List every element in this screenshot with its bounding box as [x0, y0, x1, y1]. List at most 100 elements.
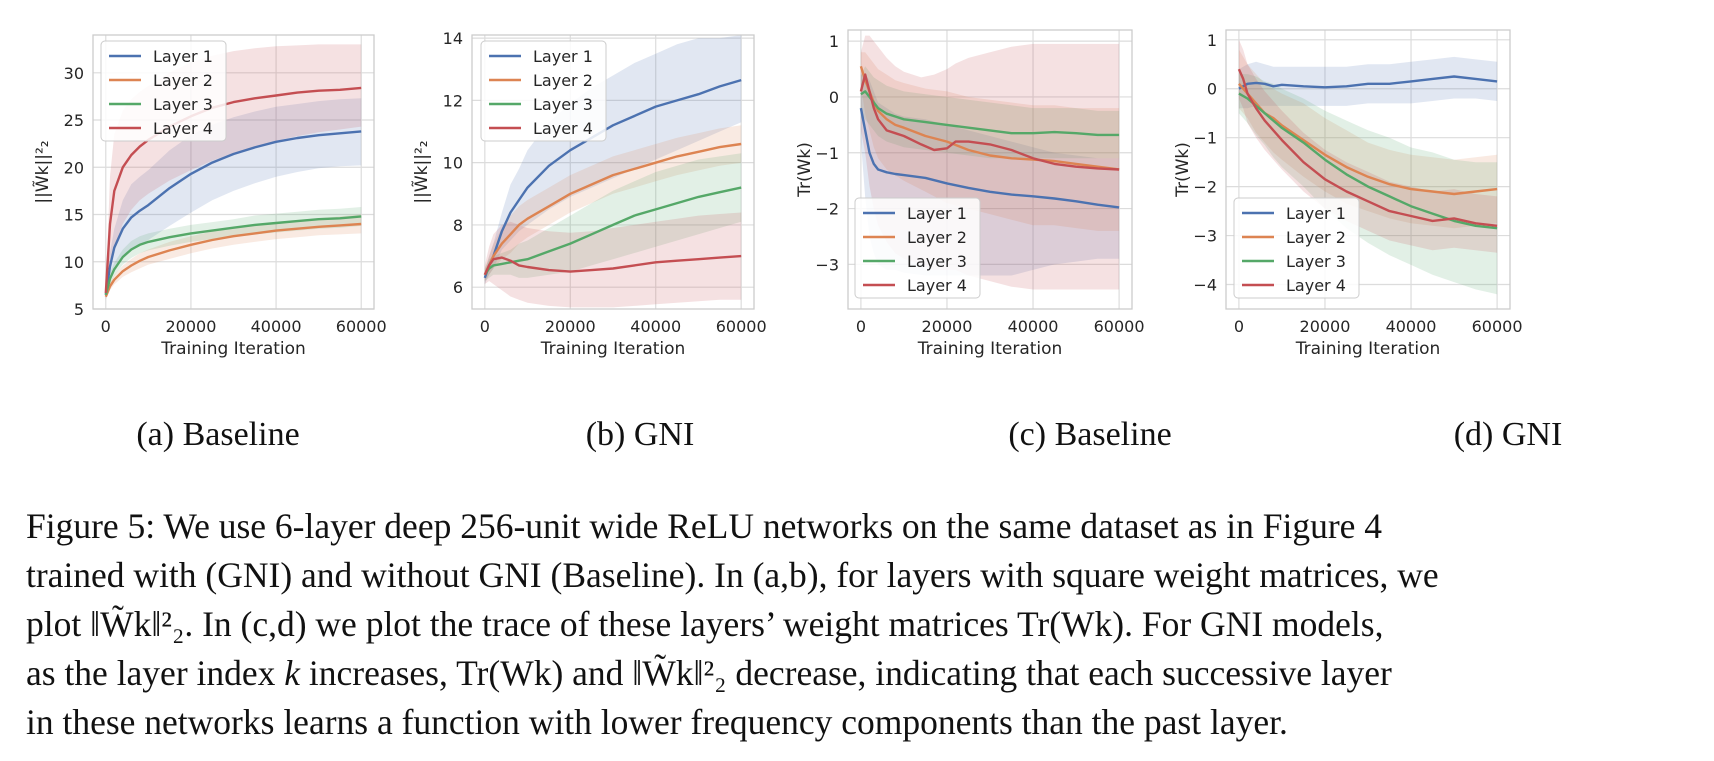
y-tick-label: 10	[64, 253, 84, 272]
x-tick-label: 60000	[336, 317, 387, 336]
x-tick-label: 40000	[630, 317, 681, 336]
x-tick-label: 40000	[1386, 317, 1437, 336]
caption-line-2: trained with (GNI) and without GNI (Base…	[26, 555, 1439, 595]
y-tick-label: 8	[453, 216, 463, 235]
legend-label-1: Layer 1	[153, 47, 213, 66]
x-axis-label: Training Iteration	[917, 339, 1063, 359]
x-tick-label: 0	[856, 317, 866, 336]
legend-label-2: Layer 2	[533, 71, 593, 90]
y-tick-label: 10	[443, 154, 463, 173]
y-tick-label: 30	[64, 64, 84, 83]
plot-frame	[1225, 29, 1511, 310]
y-tick-label: −1	[815, 144, 839, 163]
legend-label-2: Layer 2	[907, 228, 967, 247]
legend-label-3: Layer 3	[907, 252, 967, 271]
legend-label-4: Layer 4	[907, 276, 967, 295]
subplot-b-caption: (b) GNI	[585, 416, 695, 453]
series-band-3	[1238, 74, 1498, 295]
y-tick-label: −4	[1193, 276, 1217, 295]
y-tick-label: 1	[1207, 31, 1217, 50]
x-axis-label: Training Iteration	[540, 339, 686, 359]
y-tick-label: 25	[64, 111, 84, 130]
y-tick-label: 6	[453, 278, 463, 297]
x-tick-label: 60000	[1094, 317, 1145, 336]
x-tick-label: 60000	[716, 317, 767, 336]
y-axis-label: ||W̃k||²₂	[411, 140, 432, 203]
caption-line-4d: decrease, indicating that each successiv…	[726, 653, 1392, 693]
series-band-4	[484, 212, 742, 308]
caption-line-3b: . In (c,d) we plot the trace of these la…	[184, 604, 1017, 644]
y-tick-label: −3	[1193, 227, 1217, 246]
caption-trace-math-2: Tr(Wk)	[456, 653, 564, 693]
series-line-2	[483, 142, 742, 276]
series-band-2	[1238, 49, 1498, 229]
legend: Layer 1 Layer 2 Layer 3 Layer 4	[480, 40, 607, 142]
y-axis-label: Tr(Wk)	[795, 142, 815, 198]
chart-panel-3: 0 20000 40000 60000 1 0 −1 −2 −3 Training Iterati…	[795, 29, 1145, 359]
series-line-4	[1237, 68, 1498, 227]
y-tick-label: 15	[64, 206, 84, 225]
legend-label-2: Layer 2	[153, 71, 213, 90]
plot-area	[1237, 39, 1498, 295]
x-tick-label: 0	[101, 317, 111, 336]
caption-trace-math: Tr(Wk)	[1016, 604, 1125, 644]
y-tick-label: 0	[1207, 80, 1217, 99]
subplot-c-caption: (c) Baseline	[1008, 416, 1172, 453]
series-line-1	[1238, 75, 1498, 90]
series-band-1	[484, 35, 742, 285]
caption-line-4a: as the layer index	[26, 653, 285, 693]
legend-box	[100, 40, 227, 142]
legend-label-4: Layer 4	[533, 119, 593, 138]
legend-label-3: Layer 3	[153, 95, 213, 114]
y-tick-label: −2	[1193, 178, 1217, 197]
series-band-4	[1238, 39, 1498, 253]
y-tick-label: −1	[1193, 129, 1217, 148]
caption-line-1: We use 6-layer deep 256-unit wide ReLU n…	[163, 506, 1383, 546]
legend-box	[1233, 197, 1360, 299]
legend-label-3: Layer 3	[533, 95, 593, 114]
x-tick-label: 20000	[165, 317, 216, 336]
x-tick-label: 40000	[251, 317, 302, 336]
chart-panel-2: 0 20000 40000 60000 6 8 10 12 14 Training Iterati…	[411, 29, 767, 359]
series-band-2	[484, 125, 742, 281]
series-band-2	[860, 52, 1120, 231]
y-tick-label: −3	[815, 255, 839, 274]
y-tick-label: 20	[64, 158, 84, 177]
legend-label-3: Layer 3	[1286, 252, 1346, 271]
x-tick-label: 60000	[1472, 317, 1523, 336]
legend-box	[480, 40, 607, 142]
plot-area	[483, 35, 742, 308]
series-line-3	[104, 215, 362, 296]
x-axis-label: Training Iteration	[160, 339, 306, 359]
caption-line-5: in these networks learns a function with…	[26, 702, 1288, 742]
series-line-1	[483, 78, 742, 279]
series-line-3	[1238, 92, 1498, 230]
y-tick-label: 5	[74, 300, 84, 319]
legend-box	[854, 197, 981, 299]
series-band-1	[105, 98, 362, 300]
legend-label-1: Layer 1	[907, 204, 967, 223]
series-line-3	[483, 186, 742, 276]
legend-label-1: Layer 1	[533, 47, 593, 66]
x-tick-label: 20000	[1300, 317, 1351, 336]
series-band-2	[105, 214, 362, 300]
legend: Layer 1 Layer 2 Layer 3 Layer 4	[100, 40, 227, 142]
y-axis-label: Tr(Wk)	[1173, 142, 1193, 198]
series-line-4	[859, 73, 1120, 171]
y-tick-label: 0	[829, 88, 839, 107]
caption-line-4b: increases,	[300, 653, 457, 693]
legend-label-1: Layer 1	[1286, 204, 1346, 223]
y-axis-label: ||W̃k||²₂	[32, 140, 53, 203]
series-line-1	[859, 107, 1120, 209]
legend-label-4: Layer 4	[153, 119, 213, 138]
legend-label-2: Layer 2	[1286, 228, 1346, 247]
plot-frame	[92, 34, 375, 310]
legend: Layer 1 Layer 2 Layer 3 Layer 4	[1233, 197, 1360, 299]
x-tick-label: 0	[1234, 317, 1244, 336]
legend: Layer 1 Layer 2 Layer 3 Layer 4	[854, 197, 981, 299]
x-tick-label: 0	[480, 317, 490, 336]
x-axis-label: Training Iteration	[1295, 339, 1441, 359]
caption-line-4c: and	[563, 653, 633, 693]
chart-panel-1: 0 20000 40000 60000 5 10 15 20 25 30 Training Iter…	[32, 34, 387, 359]
caption-norm-math-2: ‖W̃k‖²₂	[632, 653, 727, 693]
